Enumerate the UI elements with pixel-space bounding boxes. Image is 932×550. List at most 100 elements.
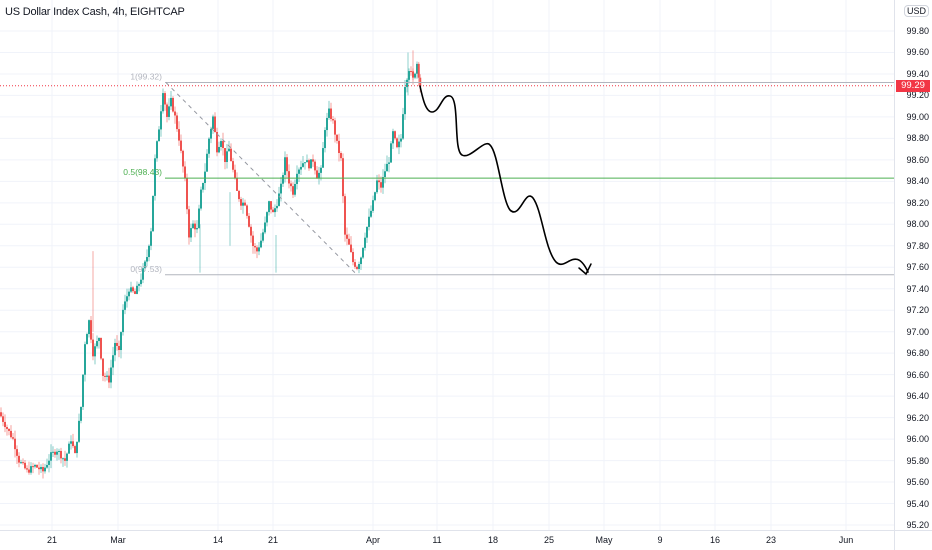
candle-body bbox=[10, 430, 12, 438]
fib-level-label: 1(99.32) bbox=[130, 72, 162, 82]
candle-body bbox=[180, 140, 182, 151]
projection-drawing[interactable] bbox=[419, 85, 589, 273]
fib-level-label: 0(97.53) bbox=[130, 264, 162, 274]
price-tick-label: 98.00 bbox=[906, 219, 929, 230]
candle-body bbox=[358, 264, 360, 269]
plot-area[interactable]: 1(99.32) 0.5(98.43) 0(97.53) bbox=[0, 0, 894, 530]
candle-body bbox=[308, 160, 310, 169]
time-tick-label: 18 bbox=[487, 535, 499, 545]
price-tick-label: 98.60 bbox=[906, 154, 929, 165]
candle-body bbox=[140, 279, 142, 285]
candle-body bbox=[56, 451, 58, 455]
candle-body bbox=[394, 131, 396, 139]
candle-body bbox=[208, 138, 210, 154]
candlestick-chart[interactable]: 1(99.32) 0.5(98.43) 0(97.53) bbox=[0, 0, 894, 530]
candle-body bbox=[336, 134, 338, 141]
candle-body bbox=[150, 231, 152, 246]
candle-body bbox=[88, 320, 90, 335]
candle-body bbox=[202, 182, 204, 190]
candle-body bbox=[388, 162, 390, 164]
candle-body bbox=[216, 131, 218, 153]
candle-body bbox=[270, 201, 272, 210]
candle-body bbox=[268, 201, 270, 213]
price-tick-label: 95.60 bbox=[906, 477, 929, 488]
candle-body bbox=[368, 216, 370, 227]
candle-body bbox=[68, 443, 70, 454]
candle-body bbox=[390, 143, 392, 163]
candle-body bbox=[384, 171, 386, 178]
candle-body bbox=[100, 337, 102, 359]
candle-body bbox=[396, 138, 398, 148]
candle-body bbox=[102, 358, 104, 376]
candle-body bbox=[364, 237, 366, 248]
candle-body bbox=[304, 162, 306, 164]
candle-body bbox=[417, 63, 420, 78]
price-tick-label: 99.80 bbox=[906, 26, 929, 36]
candle-body bbox=[12, 437, 14, 439]
candle-body bbox=[352, 251, 354, 263]
candle-body bbox=[166, 104, 168, 117]
time-tick-label: Jun bbox=[838, 535, 854, 545]
candle-body bbox=[262, 232, 264, 241]
currency-button[interactable]: USD bbox=[904, 5, 930, 17]
candle-body bbox=[54, 451, 56, 455]
candle-body bbox=[174, 111, 176, 116]
candle-body bbox=[126, 296, 128, 302]
price-tick-label: 97.60 bbox=[906, 262, 929, 273]
candle-body bbox=[258, 247, 260, 252]
candle-body bbox=[70, 441, 72, 444]
candle-body bbox=[318, 172, 320, 179]
time-tick-label: 11 bbox=[432, 535, 442, 545]
candle-body bbox=[248, 215, 250, 227]
candle-body bbox=[84, 344, 86, 375]
candle-body bbox=[104, 375, 106, 377]
candle-body bbox=[40, 467, 42, 470]
candle-body bbox=[314, 161, 316, 171]
candle-body bbox=[386, 163, 388, 172]
price-tick-label: 97.20 bbox=[906, 305, 929, 316]
candle-body bbox=[0, 412, 2, 417]
price-tick-label: 99.60 bbox=[906, 47, 929, 58]
candle-body bbox=[156, 141, 158, 159]
candle-body bbox=[164, 93, 166, 105]
candle-body bbox=[406, 79, 408, 88]
candle-body bbox=[338, 140, 340, 154]
fib-trendline[interactable] bbox=[165, 82, 358, 276]
candle-body bbox=[242, 202, 244, 206]
candle-body bbox=[356, 266, 358, 269]
candle-body bbox=[42, 467, 44, 472]
candle-body bbox=[370, 210, 372, 217]
candle-body bbox=[14, 438, 16, 450]
time-tick-label: 16 bbox=[709, 535, 721, 545]
time-tick-label: May bbox=[595, 535, 613, 545]
time-tick-label: 9 bbox=[657, 535, 663, 545]
candle-body bbox=[36, 464, 38, 468]
candle-body bbox=[362, 247, 364, 258]
candle-body bbox=[134, 291, 136, 294]
arrow-head-icon bbox=[578, 263, 592, 276]
candle-body bbox=[404, 87, 406, 115]
candle-body bbox=[66, 453, 68, 461]
candle-body bbox=[280, 183, 282, 194]
time-tick-label: Mar bbox=[110, 535, 126, 545]
candle-body bbox=[324, 130, 326, 149]
candle-body bbox=[188, 209, 190, 238]
candle-body bbox=[414, 73, 416, 78]
candle-body bbox=[82, 374, 84, 407]
candle-body bbox=[274, 208, 276, 213]
candle-body bbox=[130, 287, 132, 292]
time-tick-label: Apr bbox=[365, 535, 381, 545]
candle-body bbox=[350, 244, 352, 252]
candle-body bbox=[16, 449, 18, 456]
candle-body bbox=[2, 416, 4, 422]
candle-body bbox=[50, 452, 52, 461]
candle-body bbox=[200, 189, 202, 209]
candle-body bbox=[18, 455, 20, 463]
candle-body bbox=[94, 346, 96, 357]
candle-body bbox=[64, 458, 66, 461]
time-axis[interactable]: 21 Mar 14 21 Apr 11 18 25 May 9 16 23 Jun bbox=[0, 530, 894, 550]
candle-body bbox=[238, 190, 240, 200]
candle-body bbox=[58, 450, 60, 452]
candle-body bbox=[8, 428, 10, 431]
